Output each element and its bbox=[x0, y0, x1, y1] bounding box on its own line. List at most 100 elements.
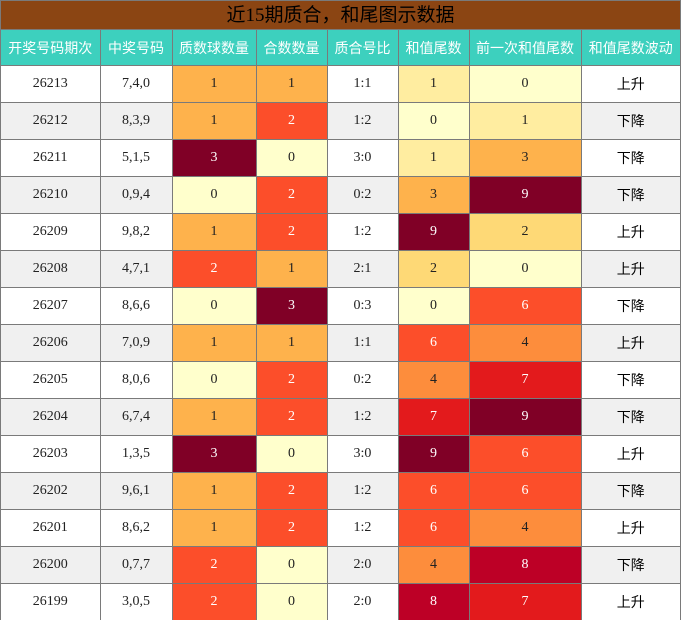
sum-tail-cell: 6 bbox=[397, 509, 470, 547]
sum-tail-cell: 8 bbox=[397, 583, 470, 620]
table-row: 26210 0,9,4 0 2 0:2 3 9 下降 bbox=[1, 176, 680, 214]
header-numbers: 中奖号码 bbox=[99, 30, 173, 66]
prev-sum-tail-cell: 8 bbox=[468, 546, 582, 584]
issue-cell: 26207 bbox=[1, 287, 101, 325]
ratio-cell: 1:1 bbox=[326, 324, 399, 362]
numbers-cell: 8,6,6 bbox=[99, 287, 173, 325]
trend-cell: 上升 bbox=[580, 250, 680, 288]
trend-cell: 下降 bbox=[580, 176, 680, 214]
sum-tail-cell: 1 bbox=[397, 65, 470, 103]
prev-sum-tail-cell: 2 bbox=[468, 213, 582, 251]
issue-cell: 26209 bbox=[1, 213, 101, 251]
prev-sum-tail-cell: 0 bbox=[468, 250, 582, 288]
numbers-cell: 0,9,4 bbox=[99, 176, 173, 214]
prime-count-cell: 1 bbox=[171, 324, 257, 362]
prime-count-cell: 2 bbox=[171, 583, 257, 620]
composite-count-cell: 0 bbox=[255, 583, 328, 620]
table-row: 26206 7,0,9 1 1 1:1 6 4 上升 bbox=[1, 324, 680, 362]
prev-sum-tail-cell: 0 bbox=[468, 65, 582, 103]
header-tail-trend: 和值尾数波动 bbox=[580, 30, 680, 66]
numbers-cell: 0,7,7 bbox=[99, 546, 173, 584]
trend-cell: 上升 bbox=[580, 435, 680, 473]
trend-cell: 上升 bbox=[580, 509, 680, 547]
header-ratio: 质合号比 bbox=[326, 30, 399, 66]
trend-cell: 下降 bbox=[580, 139, 680, 177]
sum-tail-cell: 0 bbox=[397, 102, 470, 140]
table-row: 26211 5,1,5 3 0 3:0 1 3 下降 bbox=[1, 139, 680, 177]
trend-cell: 上升 bbox=[580, 583, 680, 620]
trend-cell: 上升 bbox=[580, 213, 680, 251]
prime-count-cell: 1 bbox=[171, 472, 257, 510]
issue-cell: 26199 bbox=[1, 583, 101, 620]
prime-count-cell: 1 bbox=[171, 65, 257, 103]
table-row: 26199 3,0,5 2 0 2:0 8 7 上升 bbox=[1, 583, 680, 620]
table-row: 26201 8,6,2 1 2 1:2 6 4 上升 bbox=[1, 509, 680, 547]
trend-cell: 上升 bbox=[580, 65, 680, 103]
numbers-cell: 5,1,5 bbox=[99, 139, 173, 177]
prime-count-cell: 2 bbox=[171, 250, 257, 288]
numbers-cell: 4,7,1 bbox=[99, 250, 173, 288]
prime-count-cell: 1 bbox=[171, 509, 257, 547]
numbers-cell: 8,0,6 bbox=[99, 361, 173, 399]
table-row: 26209 9,8,2 1 2 1:2 9 2 上升 bbox=[1, 213, 680, 251]
composite-count-cell: 2 bbox=[255, 213, 328, 251]
prime-composite-table: 开奖号码期次 中奖号码 质数球数量 合数数量 质合号比 和值尾数 前一次和值尾数… bbox=[1, 30, 680, 620]
issue-cell: 26211 bbox=[1, 139, 101, 177]
ratio-cell: 1:2 bbox=[326, 472, 399, 510]
ratio-cell: 0:3 bbox=[326, 287, 399, 325]
ratio-cell: 1:2 bbox=[326, 102, 399, 140]
prime-count-cell: 0 bbox=[171, 176, 257, 214]
composite-count-cell: 3 bbox=[255, 287, 328, 325]
numbers-cell: 1,3,5 bbox=[99, 435, 173, 473]
trend-cell: 下降 bbox=[580, 398, 680, 436]
prev-sum-tail-cell: 7 bbox=[468, 583, 582, 620]
composite-count-cell: 2 bbox=[255, 472, 328, 510]
numbers-cell: 7,0,9 bbox=[99, 324, 173, 362]
issue-cell: 26208 bbox=[1, 250, 101, 288]
ratio-cell: 0:2 bbox=[326, 176, 399, 214]
issue-cell: 26200 bbox=[1, 546, 101, 584]
numbers-cell: 8,6,2 bbox=[99, 509, 173, 547]
table-row: 26213 7,4,0 1 1 1:1 1 0 上升 bbox=[1, 65, 680, 103]
composite-count-cell: 2 bbox=[255, 509, 328, 547]
trend-cell: 下降 bbox=[580, 546, 680, 584]
prev-sum-tail-cell: 6 bbox=[468, 472, 582, 510]
sum-tail-cell: 4 bbox=[397, 546, 470, 584]
trend-cell: 下降 bbox=[580, 287, 680, 325]
issue-cell: 26210 bbox=[1, 176, 101, 214]
issue-cell: 26202 bbox=[1, 472, 101, 510]
composite-count-cell: 1 bbox=[255, 324, 328, 362]
prime-count-cell: 1 bbox=[171, 398, 257, 436]
ratio-cell: 2:0 bbox=[326, 546, 399, 584]
header-sum-tail: 和值尾数 bbox=[397, 30, 470, 66]
issue-cell: 26213 bbox=[1, 65, 101, 103]
prev-sum-tail-cell: 7 bbox=[468, 361, 582, 399]
prev-sum-tail-cell: 9 bbox=[468, 176, 582, 214]
ratio-cell: 1:2 bbox=[326, 509, 399, 547]
numbers-cell: 6,7,4 bbox=[99, 398, 173, 436]
table-row: 26203 1,3,5 3 0 3:0 9 6 上升 bbox=[1, 435, 680, 473]
ratio-cell: 1:2 bbox=[326, 398, 399, 436]
table-row: 26200 0,7,7 2 0 2:0 4 8 下降 bbox=[1, 546, 680, 584]
table-row: 26208 4,7,1 2 1 2:1 2 0 上升 bbox=[1, 250, 680, 288]
ratio-cell: 2:0 bbox=[326, 583, 399, 620]
prime-count-cell: 1 bbox=[171, 102, 257, 140]
table-row: 26212 8,3,9 1 2 1:2 0 1 下降 bbox=[1, 102, 680, 140]
composite-count-cell: 2 bbox=[255, 361, 328, 399]
issue-cell: 26205 bbox=[1, 361, 101, 399]
numbers-cell: 9,8,2 bbox=[99, 213, 173, 251]
composite-count-cell: 0 bbox=[255, 435, 328, 473]
header-composite-count: 合数数量 bbox=[255, 30, 328, 66]
prev-sum-tail-cell: 4 bbox=[468, 324, 582, 362]
issue-cell: 26206 bbox=[1, 324, 101, 362]
header-row: 开奖号码期次 中奖号码 质数球数量 合数数量 质合号比 和值尾数 前一次和值尾数… bbox=[1, 30, 680, 66]
ratio-cell: 2:1 bbox=[326, 250, 399, 288]
sum-tail-cell: 1 bbox=[397, 139, 470, 177]
prime-count-cell: 3 bbox=[171, 139, 257, 177]
ratio-cell: 1:2 bbox=[326, 213, 399, 251]
numbers-cell: 3,0,5 bbox=[99, 583, 173, 620]
ratio-cell: 1:1 bbox=[326, 65, 399, 103]
table-row: 26205 8,0,6 0 2 0:2 4 7 下降 bbox=[1, 361, 680, 399]
table-title: 近15期质合，和尾图示数据 bbox=[1, 1, 680, 30]
